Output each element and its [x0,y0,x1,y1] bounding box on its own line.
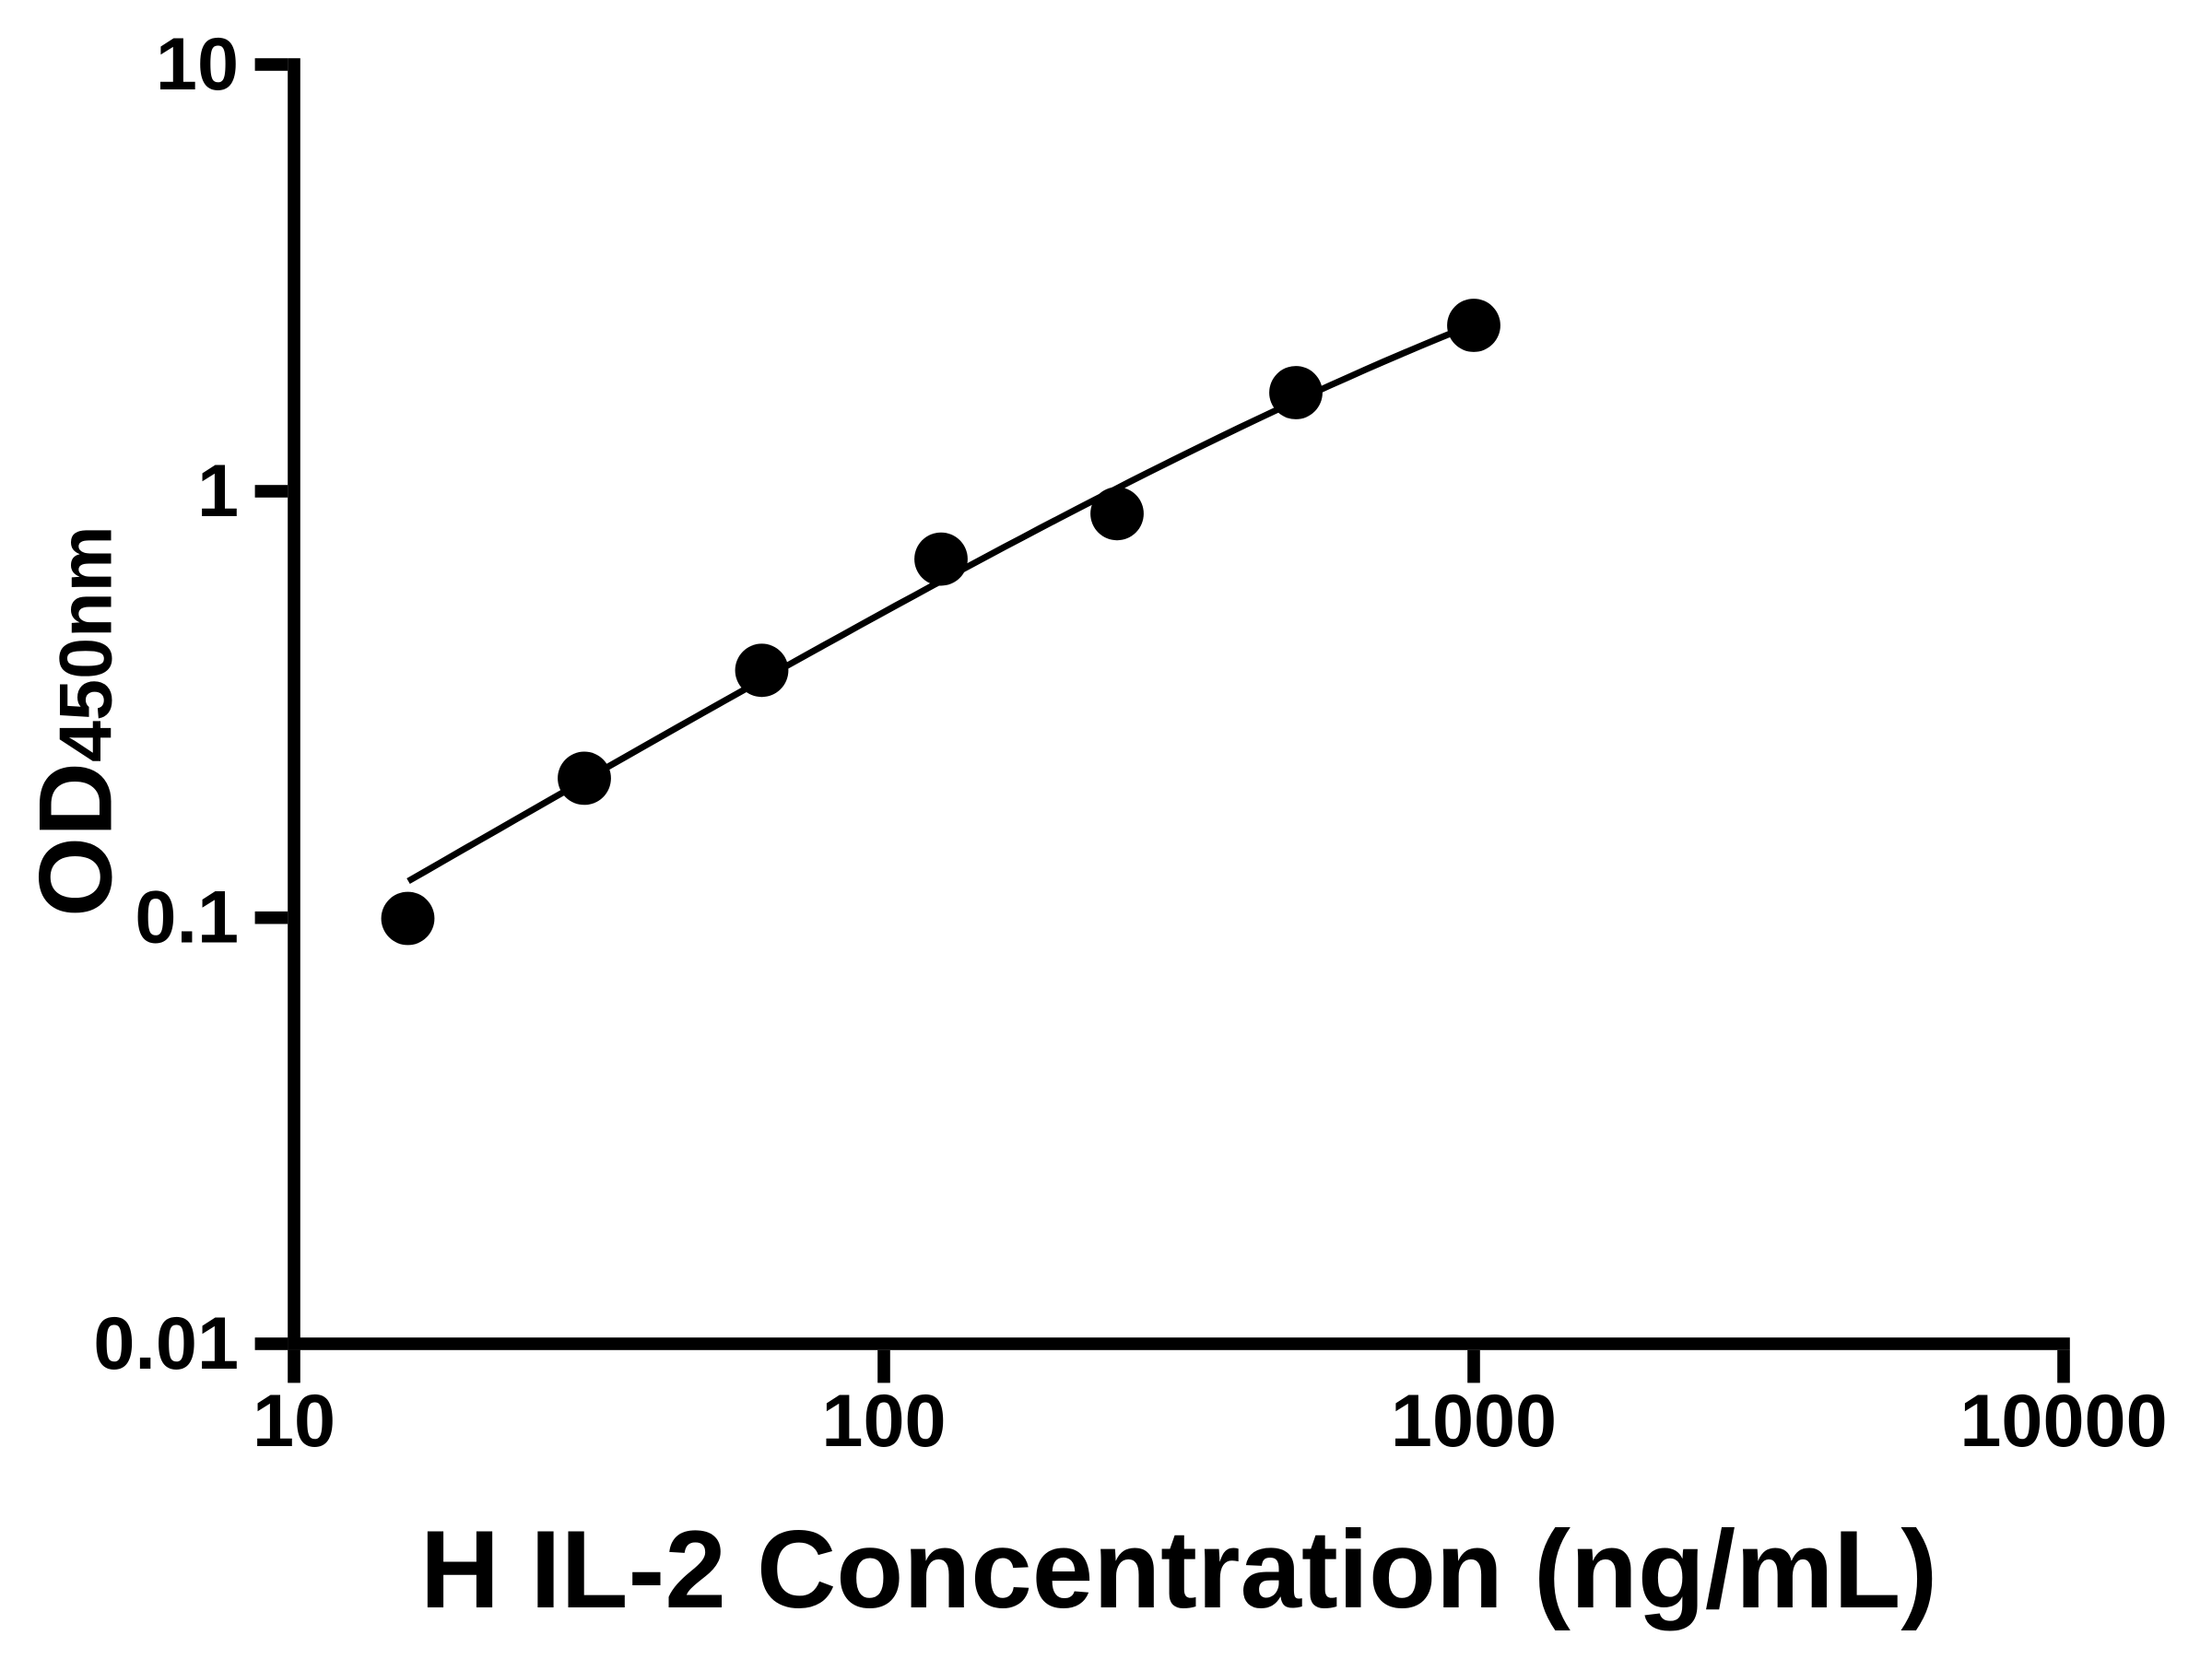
svg-text:10000: 10000 [1959,1380,2167,1463]
svg-text:10: 10 [156,23,239,106]
svg-text:10: 10 [253,1380,335,1463]
svg-text:1000: 1000 [1391,1380,1557,1463]
svg-text:100: 100 [821,1380,946,1463]
svg-text:0.01: 0.01 [93,1302,239,1385]
svg-text:1: 1 [197,450,239,533]
svg-text:H IL-2 Concentration (ng/mL): H IL-2 Concentration (ng/mL) [420,1509,1937,1631]
svg-text:0.1: 0.1 [135,877,239,959]
